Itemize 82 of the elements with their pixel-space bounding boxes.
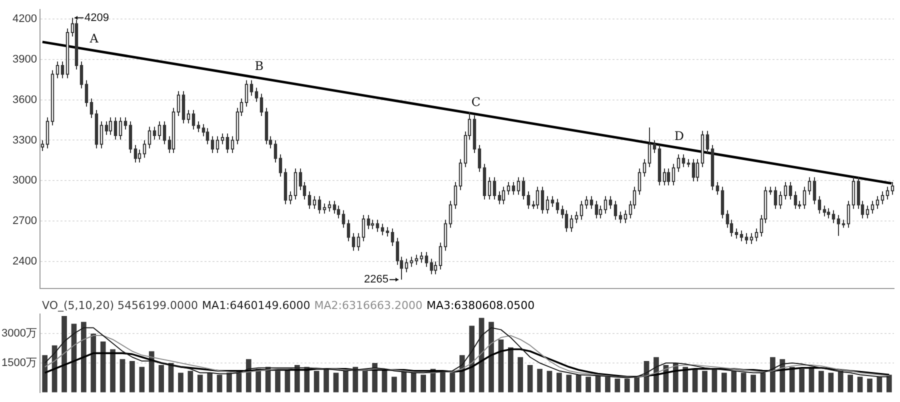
bar bbox=[188, 370, 194, 392]
bar bbox=[469, 326, 475, 392]
bar bbox=[876, 376, 882, 392]
annotation: D bbox=[674, 128, 684, 143]
bar bbox=[527, 364, 533, 392]
bar bbox=[100, 341, 106, 392]
series-label: VO_(5,10,20) 5456199.0000 bbox=[42, 299, 198, 312]
bar bbox=[556, 372, 562, 392]
bar bbox=[770, 357, 776, 392]
annotation: A bbox=[88, 32, 99, 46]
bar bbox=[586, 376, 591, 392]
bar bbox=[352, 366, 358, 392]
bar bbox=[275, 370, 280, 392]
bar bbox=[634, 376, 640, 392]
bar bbox=[410, 372, 416, 392]
y-tick-label: 1500万 bbox=[2, 357, 37, 370]
bar bbox=[81, 322, 86, 392]
y-tick-label: 3600 bbox=[12, 94, 37, 106]
bar bbox=[488, 322, 494, 392]
bar bbox=[886, 374, 892, 392]
annotation: 4209 bbox=[84, 12, 110, 24]
bar bbox=[333, 372, 339, 392]
bar bbox=[828, 372, 834, 392]
bar bbox=[440, 370, 446, 392]
bar bbox=[392, 376, 397, 392]
bar bbox=[731, 370, 737, 392]
bar bbox=[139, 366, 145, 392]
bar bbox=[216, 374, 222, 392]
y-tick-label: 3900 bbox=[12, 53, 37, 66]
bar bbox=[566, 374, 572, 392]
bar bbox=[576, 374, 582, 392]
y-tick-label: 2400 bbox=[12, 255, 37, 268]
y-tick-label: 3300 bbox=[12, 134, 37, 146]
y-tick-label: 2700 bbox=[12, 215, 37, 228]
annotation: 2265 bbox=[364, 274, 388, 286]
bar bbox=[508, 347, 514, 392]
text: MA3:6380608.0500 bbox=[426, 299, 535, 312]
bar bbox=[362, 370, 368, 392]
bar bbox=[90, 334, 96, 392]
text: MA1:6460149.6000 bbox=[202, 299, 310, 312]
bar bbox=[148, 351, 154, 392]
y-tick-label: 3000万 bbox=[2, 328, 37, 340]
bar bbox=[207, 372, 212, 392]
bar bbox=[760, 372, 766, 392]
bar bbox=[546, 370, 552, 392]
y-tick-label: 3000 bbox=[12, 174, 37, 187]
y-tick-label: 4200 bbox=[12, 13, 37, 26]
bar bbox=[818, 370, 824, 392]
bar bbox=[226, 372, 232, 392]
bar bbox=[605, 376, 610, 392]
bar bbox=[867, 378, 872, 392]
bar bbox=[450, 372, 456, 392]
bar bbox=[789, 366, 795, 392]
bar bbox=[624, 378, 630, 392]
bar bbox=[42, 355, 48, 392]
bar bbox=[702, 370, 708, 392]
bar bbox=[838, 370, 844, 392]
bar bbox=[498, 339, 504, 392]
bar bbox=[343, 370, 348, 392]
bar bbox=[537, 368, 542, 392]
bar bbox=[324, 368, 329, 392]
bar bbox=[110, 349, 116, 392]
bar bbox=[314, 370, 320, 392]
bar bbox=[158, 364, 164, 392]
bar bbox=[120, 359, 126, 392]
bar bbox=[518, 357, 524, 392]
annotation: B bbox=[254, 59, 264, 74]
bar bbox=[197, 374, 203, 392]
bar bbox=[682, 366, 688, 392]
bar bbox=[178, 372, 184, 392]
bar bbox=[130, 361, 135, 392]
bar bbox=[750, 374, 756, 392]
bar bbox=[722, 372, 727, 392]
bar bbox=[848, 374, 853, 392]
bar bbox=[614, 378, 620, 392]
text: MA2:6316663.2000 bbox=[314, 299, 422, 312]
bar bbox=[62, 316, 67, 392]
bar bbox=[857, 376, 863, 392]
bar bbox=[799, 368, 804, 392]
annotation: C bbox=[471, 95, 481, 110]
bar bbox=[420, 374, 426, 392]
bar bbox=[740, 372, 746, 392]
